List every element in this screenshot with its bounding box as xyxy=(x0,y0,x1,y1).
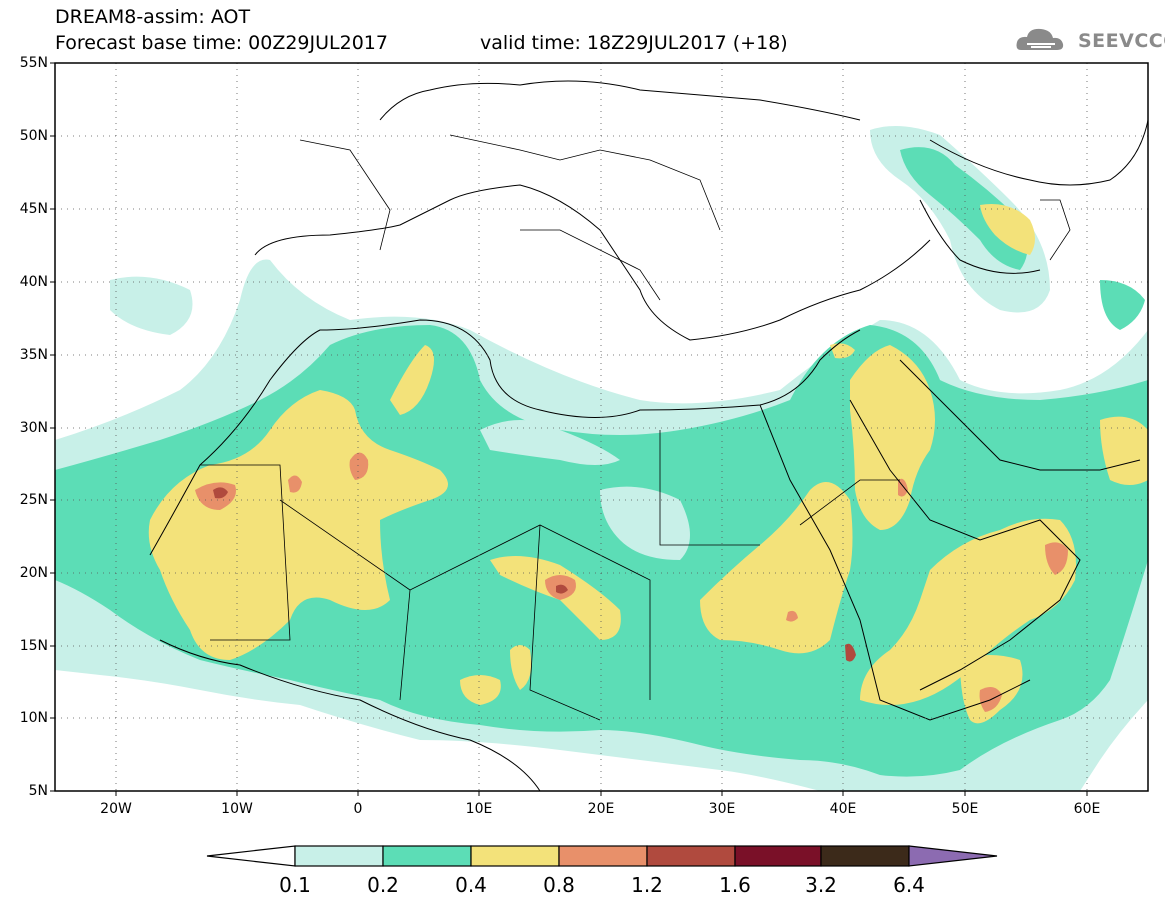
lon-label: 40E xyxy=(829,801,857,817)
coastlines xyxy=(149,80,1149,792)
logo-text: SEEVCCC xyxy=(1078,30,1165,52)
lat-label: 30N xyxy=(19,420,48,436)
colorbar-label: 1.2 xyxy=(631,873,663,897)
colorbar-swatch xyxy=(382,845,472,867)
colorbar-high-arrow xyxy=(908,845,998,867)
colorbar-swatch xyxy=(294,845,384,867)
lon-label: 10E xyxy=(465,801,493,817)
colorbar-label: 1.6 xyxy=(719,873,751,897)
map-title: DREAM8-assim: AOT xyxy=(55,6,251,28)
lat-label: 55N xyxy=(19,55,48,71)
country-borders xyxy=(200,134,1071,721)
axis-ticks xyxy=(50,62,1088,796)
lon-label: 50E xyxy=(951,801,979,817)
lat-label: 40N xyxy=(19,274,48,290)
lon-label: 60E xyxy=(1073,801,1101,817)
cloud-logo-icon xyxy=(1016,28,1064,50)
lon-label: 30E xyxy=(708,801,736,817)
graticule xyxy=(55,63,1148,791)
lon-label: 20W xyxy=(100,801,132,817)
forecast-base-time: Forecast base time: 00Z29JUL2017 xyxy=(55,32,388,54)
colorbar xyxy=(206,845,998,867)
lat-label: 25N xyxy=(19,492,48,508)
lat-label: 5N xyxy=(28,783,48,799)
colorbar-swatch xyxy=(734,845,822,867)
lat-label: 10N xyxy=(19,710,48,726)
colorbar-swatch xyxy=(558,845,648,867)
colorbar-label: 3.2 xyxy=(805,873,837,897)
lon-label: 10W xyxy=(221,801,253,817)
colorbar-label: 6.4 xyxy=(893,873,925,897)
colorbar-label: 0.4 xyxy=(455,873,487,897)
lat-label: 50N xyxy=(19,128,48,144)
colorbar-label: 0.1 xyxy=(279,873,311,897)
lon-label: 20E xyxy=(587,801,615,817)
colorbar-label: 0.2 xyxy=(367,873,399,897)
colorbar-low-arrow xyxy=(206,845,296,867)
colorbar-swatch xyxy=(820,845,910,867)
colorbar-swatch xyxy=(646,845,736,867)
lat-label: 45N xyxy=(19,201,48,217)
lat-label: 15N xyxy=(19,638,48,654)
lat-label: 35N xyxy=(19,347,48,363)
valid-time: valid time: 18Z29JUL2017 (+18) xyxy=(480,32,788,54)
colorbar-label: 0.8 xyxy=(543,873,575,897)
aot-clear-patches xyxy=(480,420,690,560)
aot-band-1-2 xyxy=(213,487,856,662)
lon-label: 0 xyxy=(353,801,363,817)
lat-label: 20N xyxy=(19,565,48,581)
colorbar-swatch xyxy=(470,845,560,867)
